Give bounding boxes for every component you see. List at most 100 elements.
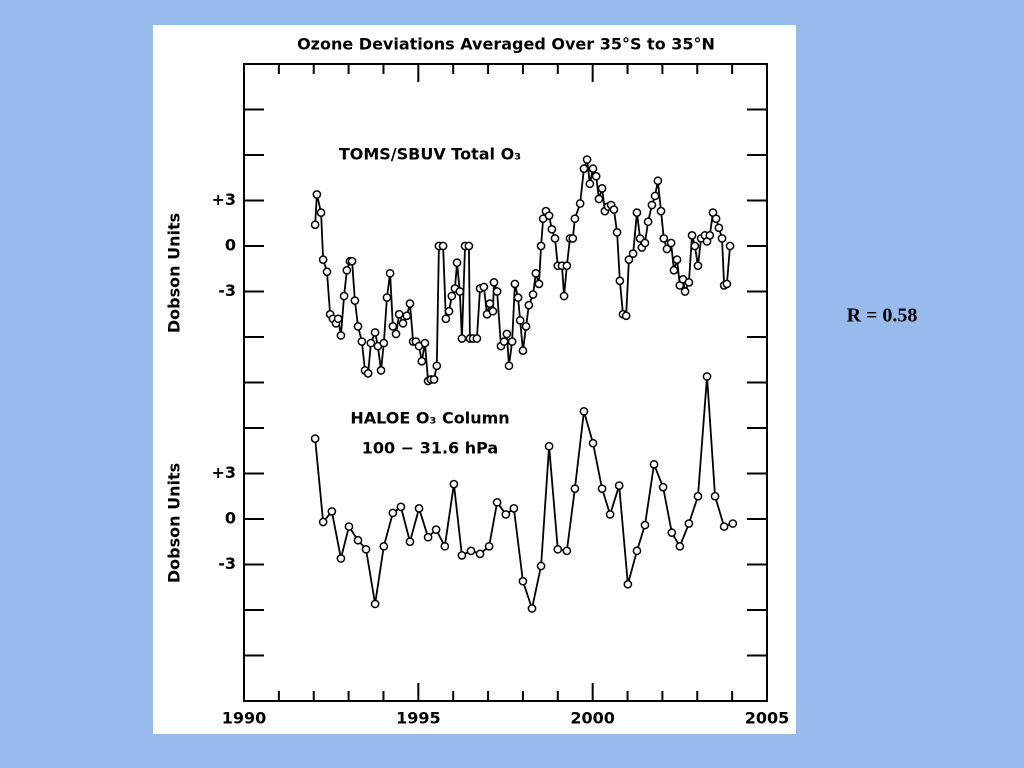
data-point [640, 520, 650, 530]
data-point [570, 214, 580, 224]
data-point [376, 366, 386, 375]
data-point [429, 375, 439, 384]
data-point [420, 338, 430, 348]
data-point [388, 508, 398, 518]
y-axis-label: Dobson Units [165, 463, 184, 583]
data-point [363, 369, 373, 378]
data-point [711, 214, 721, 224]
data-point [488, 306, 498, 316]
data-point [518, 576, 528, 586]
data-point [431, 525, 441, 534]
data-point [432, 361, 442, 371]
figure-background [153, 25, 796, 734]
data-point [455, 287, 465, 296]
data-point [449, 479, 459, 489]
data-point [318, 517, 328, 527]
data-point [725, 241, 735, 251]
data-point [518, 346, 528, 355]
data-point [717, 234, 727, 243]
series-label: TOMS/SBUV Total O₃ [339, 145, 521, 164]
data-point [579, 164, 589, 173]
data-point [536, 561, 546, 571]
data-point [582, 155, 592, 164]
data-point [344, 522, 354, 531]
data-point [662, 244, 672, 254]
data-point [628, 249, 638, 258]
data-point [714, 223, 724, 233]
data-point [666, 238, 676, 248]
data-point [690, 241, 700, 251]
data-point [553, 544, 563, 554]
data-point [513, 293, 523, 302]
data-point [615, 276, 625, 286]
data-point [559, 291, 569, 301]
data-point [492, 497, 502, 507]
data-point [310, 220, 320, 230]
data-point [342, 265, 352, 275]
data-point [457, 551, 467, 560]
data-point [524, 300, 534, 310]
data-point [357, 337, 367, 346]
data-point [515, 315, 525, 325]
data-point [485, 299, 495, 308]
y-tick-label: +3 [211, 463, 236, 482]
data-point [444, 306, 454, 316]
data-point [693, 261, 703, 271]
data-point [385, 268, 395, 278]
data-point [579, 406, 589, 416]
data-point [605, 510, 615, 519]
data-point [322, 267, 332, 277]
data-point [588, 438, 598, 448]
x-tick-label: 2005 [745, 709, 790, 728]
data-point [350, 296, 360, 305]
data-point [353, 322, 363, 331]
data-point [591, 171, 601, 181]
data-point [521, 322, 531, 331]
data-point [379, 338, 389, 348]
data-point [680, 287, 690, 296]
y-tick-label: -3 [218, 554, 236, 573]
data-point [336, 331, 346, 340]
data-point [492, 287, 502, 296]
data-point [336, 554, 346, 563]
chart-title: Ozone Deviations Averaged Over 35°S to 3… [297, 35, 715, 54]
data-point [509, 504, 519, 513]
data-point [653, 176, 663, 186]
data-point [347, 256, 357, 266]
data-point [394, 309, 404, 319]
data-point [658, 482, 668, 492]
data-point [466, 546, 476, 556]
data-point [366, 338, 376, 348]
data-point [310, 434, 320, 443]
data-point [472, 334, 482, 343]
data-point [379, 541, 389, 551]
data-point [441, 314, 451, 324]
data-point [585, 179, 595, 189]
data-point [702, 372, 712, 381]
data-point [510, 279, 520, 289]
data-point [544, 441, 554, 451]
data-point [609, 205, 619, 214]
data-point [504, 361, 514, 371]
data-point [501, 510, 511, 519]
data-point [728, 519, 738, 528]
data-point [705, 231, 715, 240]
data-point [479, 282, 489, 292]
data-point [327, 507, 337, 516]
data-point [499, 337, 509, 346]
data-point [597, 184, 607, 193]
y-tick-label: +3 [211, 190, 236, 209]
data-point [562, 546, 572, 556]
data-point [650, 191, 660, 201]
data-point [402, 311, 412, 321]
series-label: HALOE O₃ Column [350, 409, 509, 428]
data-point [722, 279, 732, 289]
data-point [597, 484, 607, 494]
data-point [684, 278, 694, 287]
data-point [398, 319, 408, 328]
x-tick-label: 1990 [222, 709, 267, 728]
data-point [464, 241, 474, 251]
data-point [438, 241, 448, 251]
